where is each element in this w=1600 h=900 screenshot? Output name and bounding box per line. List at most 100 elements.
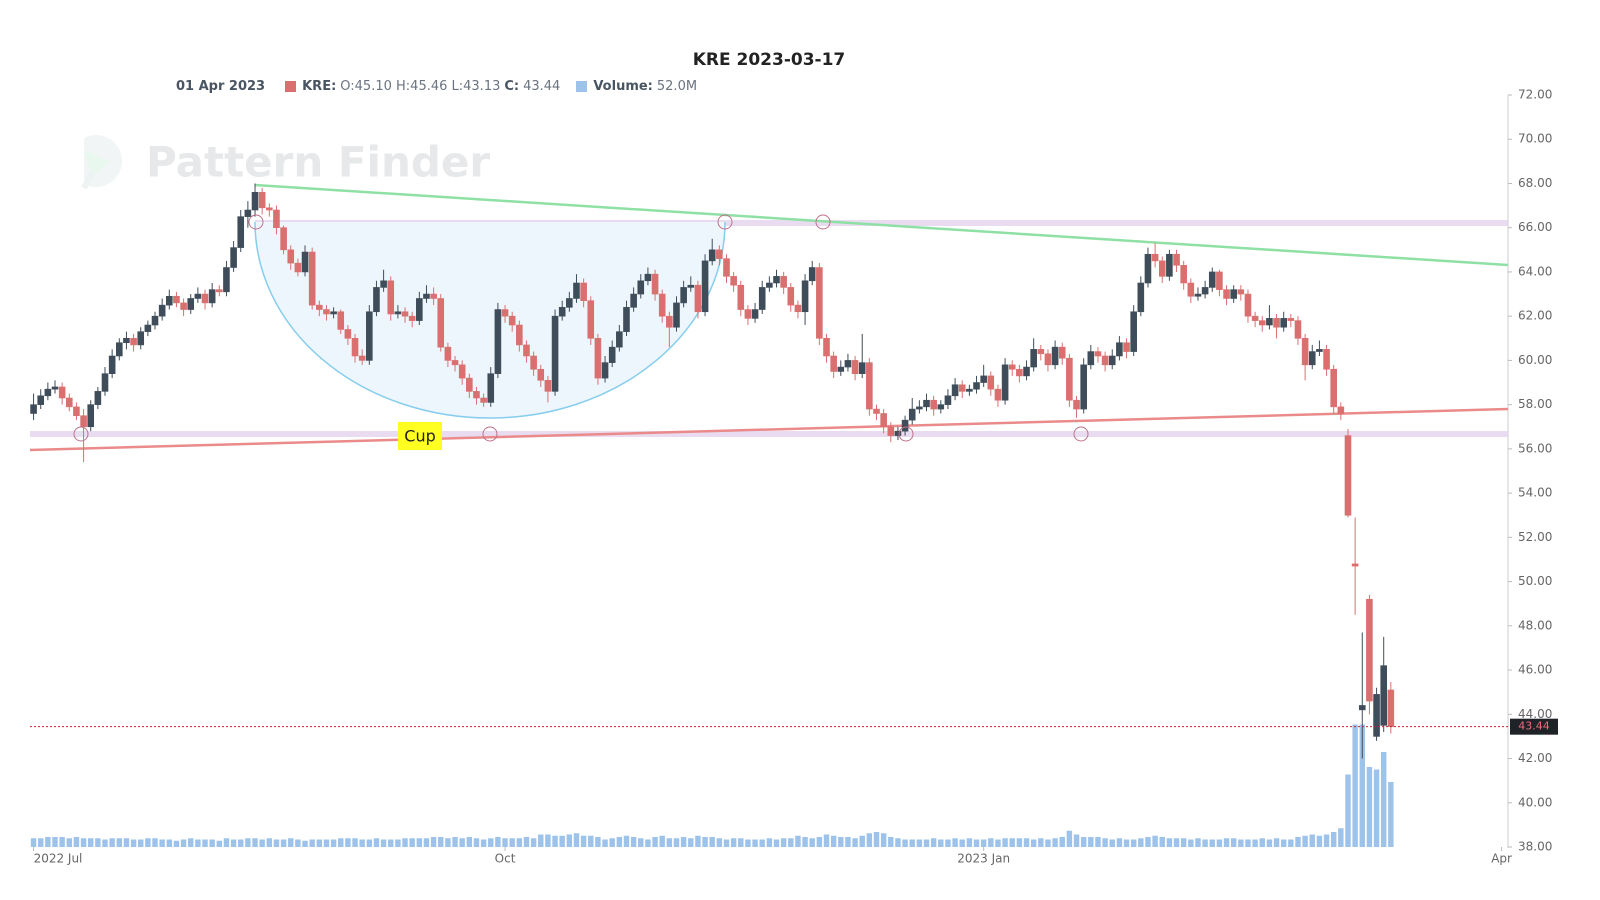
volume-bar bbox=[1045, 839, 1051, 847]
candle-body bbox=[1001, 364, 1009, 401]
volume-bar bbox=[1266, 839, 1273, 847]
volume-bar bbox=[1380, 752, 1387, 847]
candle-body bbox=[1251, 315, 1259, 321]
candle-body bbox=[65, 397, 73, 408]
legend-name: KRE: bbox=[302, 79, 337, 94]
candle-body bbox=[787, 287, 795, 306]
candle-body bbox=[887, 426, 895, 436]
volume-bar bbox=[516, 838, 523, 847]
volume-bar bbox=[952, 838, 958, 847]
volume-bar bbox=[145, 838, 151, 847]
volume-bar bbox=[630, 837, 637, 847]
candle-body bbox=[387, 280, 395, 315]
candle-body bbox=[730, 276, 737, 286]
candle-body bbox=[923, 399, 930, 408]
candle-body bbox=[808, 267, 816, 282]
volume-bar bbox=[638, 838, 644, 847]
volume-bar bbox=[666, 838, 673, 847]
volume-bar bbox=[66, 838, 73, 847]
volume-bar bbox=[1316, 835, 1323, 847]
candle-body bbox=[158, 304, 166, 317]
candle-body bbox=[51, 386, 59, 390]
candle-body bbox=[137, 331, 145, 346]
candle-body bbox=[115, 342, 123, 357]
candle-body bbox=[1108, 355, 1116, 366]
candle-body bbox=[1323, 349, 1330, 370]
volume-bar bbox=[480, 839, 487, 847]
candle-body bbox=[1380, 665, 1388, 726]
candle-body bbox=[930, 399, 937, 410]
upper-trendline bbox=[254, 183, 1509, 267]
volume-bar bbox=[95, 838, 101, 847]
candle-body bbox=[987, 375, 995, 390]
volume-bar bbox=[230, 839, 237, 847]
volume-bar bbox=[766, 838, 773, 847]
candle-body bbox=[1230, 289, 1237, 299]
volume-bar bbox=[580, 835, 587, 847]
volume-bar bbox=[59, 837, 65, 847]
candle-body bbox=[1066, 357, 1073, 401]
volume-bar bbox=[1323, 834, 1330, 847]
legend-date: 01 Apr 2023 bbox=[176, 79, 266, 94]
volume-bar bbox=[1073, 834, 1080, 847]
volume-bar bbox=[352, 838, 358, 847]
candle-body bbox=[287, 249, 295, 264]
candle-body bbox=[944, 395, 952, 405]
volume-bar bbox=[973, 839, 980, 847]
volume-bar bbox=[1259, 838, 1265, 847]
candle-body bbox=[708, 249, 716, 262]
candle-body bbox=[1023, 366, 1030, 377]
volume-bar bbox=[280, 839, 287, 847]
candle-body bbox=[1273, 318, 1280, 328]
lower-trendline bbox=[29, 407, 1509, 452]
volume-bar bbox=[588, 835, 594, 847]
legend-close: 43.44 bbox=[523, 79, 561, 94]
volume-bar bbox=[759, 839, 765, 847]
volume-bar bbox=[688, 838, 694, 847]
candle-body bbox=[1337, 406, 1345, 414]
candle-body bbox=[1358, 705, 1366, 711]
volume-bar bbox=[152, 838, 158, 847]
volume-bar bbox=[288, 838, 294, 847]
candle-body bbox=[1037, 349, 1045, 355]
candle-body bbox=[623, 307, 630, 332]
legend-volume: 52.0M bbox=[656, 79, 698, 94]
volume-bar bbox=[1238, 839, 1244, 847]
candle-body bbox=[251, 192, 259, 211]
candle-body bbox=[444, 346, 452, 361]
candle-body bbox=[701, 260, 709, 313]
candle-body bbox=[830, 355, 837, 372]
volume-bar bbox=[323, 839, 330, 847]
candle-body bbox=[180, 302, 187, 310]
candle-body bbox=[173, 295, 180, 304]
volume-bar bbox=[1366, 767, 1373, 847]
volume-bar bbox=[602, 839, 608, 847]
candle-body bbox=[866, 362, 873, 410]
candle-body bbox=[994, 388, 1002, 401]
volume-bar bbox=[873, 832, 880, 847]
volume-bar bbox=[266, 838, 273, 847]
volume-bar bbox=[995, 839, 1001, 847]
volume-bar bbox=[1223, 838, 1230, 847]
candle-body bbox=[73, 406, 80, 417]
candle-body bbox=[258, 192, 266, 209]
volume-bar bbox=[616, 837, 623, 847]
volume-bar bbox=[916, 839, 923, 847]
volume-bar bbox=[1252, 839, 1258, 847]
y-tick-label: 60.00 bbox=[1518, 353, 1552, 367]
candle-body bbox=[37, 395, 45, 405]
volume-bar bbox=[780, 838, 787, 847]
candle-body bbox=[523, 344, 530, 357]
candle-body bbox=[766, 282, 773, 288]
candle-body bbox=[1216, 271, 1223, 290]
volume-bar bbox=[1280, 839, 1287, 847]
candle-body bbox=[737, 284, 745, 310]
volume-bar bbox=[302, 840, 308, 847]
volume-bar bbox=[1216, 839, 1223, 847]
legend-swatch bbox=[576, 81, 588, 92]
y-tick-label: 42.00 bbox=[1518, 751, 1552, 765]
volume-bar bbox=[359, 839, 365, 847]
volume-bar bbox=[1123, 839, 1130, 847]
volume-bar bbox=[123, 838, 130, 847]
